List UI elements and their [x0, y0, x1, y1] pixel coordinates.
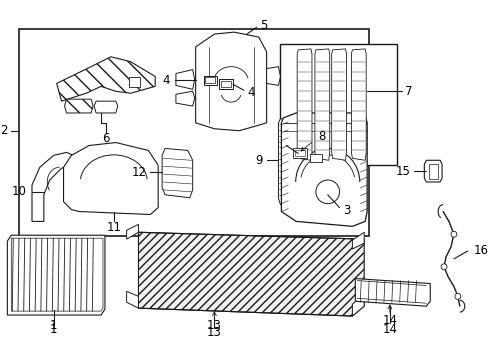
Polygon shape: [139, 232, 364, 316]
Polygon shape: [176, 69, 195, 89]
Polygon shape: [351, 49, 366, 160]
Text: 16: 16: [474, 244, 489, 257]
Circle shape: [441, 264, 447, 270]
Text: 14: 14: [382, 315, 397, 328]
Polygon shape: [278, 119, 294, 208]
Bar: [310, 154, 322, 162]
Circle shape: [455, 293, 461, 299]
Polygon shape: [176, 91, 195, 106]
Polygon shape: [7, 235, 105, 315]
Polygon shape: [126, 291, 139, 308]
Polygon shape: [424, 160, 442, 182]
Text: 12: 12: [131, 166, 147, 179]
Circle shape: [244, 45, 250, 51]
Polygon shape: [352, 232, 364, 249]
Text: 8: 8: [318, 130, 325, 143]
Text: 2: 2: [0, 124, 7, 137]
Polygon shape: [196, 32, 267, 131]
Bar: [128, 77, 141, 87]
Bar: [203, 76, 218, 85]
Polygon shape: [297, 49, 312, 160]
Bar: [220, 80, 233, 89]
Circle shape: [316, 180, 340, 204]
Polygon shape: [281, 113, 367, 226]
Bar: [293, 148, 307, 158]
Text: 13: 13: [207, 326, 222, 339]
Text: 13: 13: [207, 319, 222, 332]
Polygon shape: [355, 279, 430, 306]
Text: 10: 10: [11, 185, 26, 198]
Bar: [19, 29, 369, 236]
Text: 4: 4: [247, 86, 254, 99]
Polygon shape: [57, 57, 155, 101]
Text: 4: 4: [163, 74, 170, 87]
Polygon shape: [332, 49, 346, 160]
Bar: [243, 48, 251, 54]
Bar: [280, 44, 397, 165]
Polygon shape: [94, 101, 118, 113]
Text: 9: 9: [255, 154, 263, 167]
Polygon shape: [65, 99, 93, 113]
Text: 15: 15: [395, 165, 411, 177]
Text: 1: 1: [50, 323, 57, 336]
Bar: [221, 81, 231, 87]
Polygon shape: [162, 148, 193, 198]
Bar: [295, 150, 305, 156]
Text: 6: 6: [102, 132, 110, 145]
Circle shape: [451, 231, 457, 237]
Text: 1: 1: [50, 319, 57, 332]
Text: 11: 11: [106, 221, 122, 234]
Polygon shape: [64, 143, 158, 215]
Text: 3: 3: [343, 204, 351, 217]
Bar: [205, 77, 216, 84]
Polygon shape: [267, 67, 280, 85]
Text: 5: 5: [260, 19, 267, 32]
Text: 7: 7: [405, 85, 412, 98]
Polygon shape: [352, 294, 364, 316]
Polygon shape: [32, 152, 74, 221]
Polygon shape: [315, 49, 330, 160]
Bar: [429, 164, 438, 179]
Text: 14: 14: [382, 323, 397, 336]
Polygon shape: [126, 224, 139, 239]
